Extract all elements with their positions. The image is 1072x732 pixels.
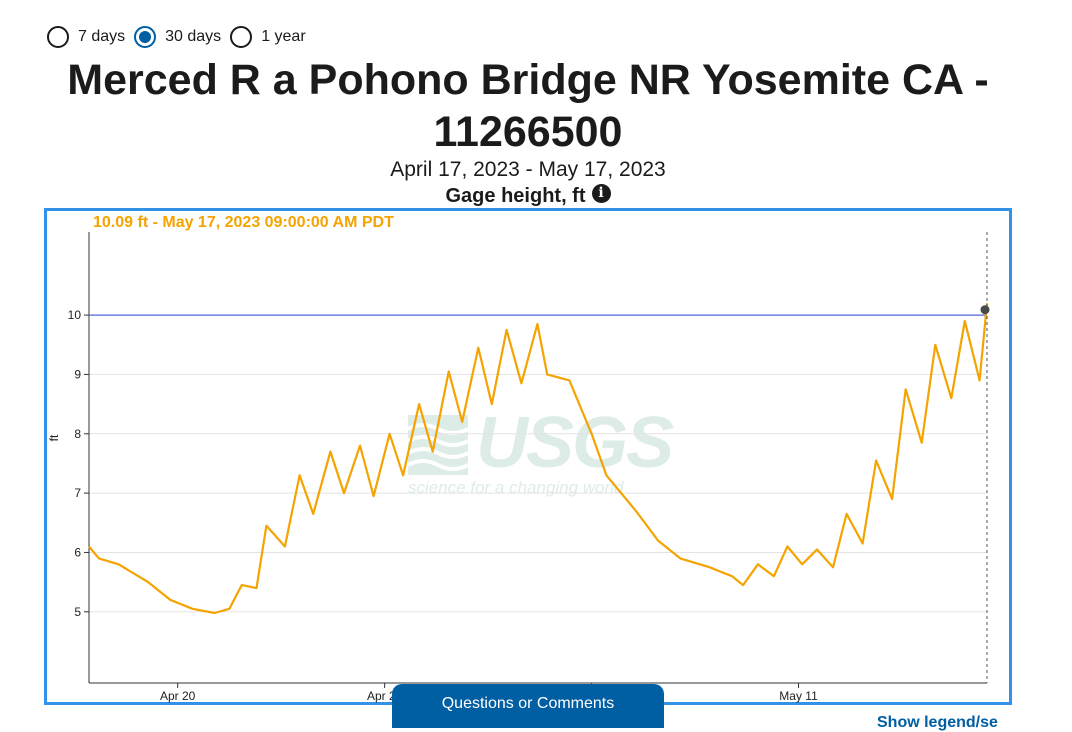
period-30-days-option[interactable]: 30 days	[134, 26, 221, 48]
watermark-logo-text: USGS	[476, 403, 674, 483]
y-tick-label: 10	[68, 308, 82, 322]
y-tick-label: 6	[74, 545, 81, 559]
period-7-days-radio[interactable]	[47, 26, 69, 48]
chart-frame[interactable]	[44, 208, 1012, 705]
watermark-tagline: science for a changing world	[408, 478, 624, 497]
questions-comments-button[interactable]: Questions or Comments	[392, 684, 664, 728]
show-legend-link[interactable]: Show legend/se	[877, 714, 998, 731]
y-axis-label: ft	[47, 434, 61, 441]
x-tick-label: May 11	[779, 689, 818, 703]
hover-point	[980, 305, 990, 315]
period-1-year-radio[interactable]	[230, 26, 253, 48]
period-30-days-radio[interactable]	[134, 26, 157, 48]
period-7-days-option[interactable]: 7 days	[47, 26, 125, 48]
period-1-year-label: 1 year	[261, 28, 306, 45]
x-tick-label: Apr 20	[160, 689, 196, 703]
hover-readout: 10.09 ft - May 17, 2023 09:00:00 AM PDT	[93, 214, 394, 231]
period-selector: 7 days 30 days 1 year	[47, 25, 315, 49]
period-1-year-option[interactable]: 1 year	[230, 26, 306, 48]
parameter-row: Gage height, ft i	[0, 184, 1056, 208]
info-icon[interactable]: i	[591, 184, 611, 203]
period-7-days-label: 7 days	[78, 28, 126, 45]
page-title: Merced R a Pohono Bridge NR Yosemite CA …	[67, 56, 989, 156]
period-30-days-label: 30 days	[165, 28, 222, 45]
series-line	[88, 303, 989, 615]
y-tick-label: 7	[74, 486, 81, 500]
y-tick-label: 9	[74, 367, 81, 381]
y-tick-label: 5	[74, 605, 81, 619]
y-tick-label: 8	[74, 427, 81, 441]
usgs-watermark: USGS science for a changing world	[408, 403, 674, 502]
date-range: April 17, 2023 - May 17, 2023	[390, 158, 666, 181]
parameter-label: Gage height, ft	[445, 185, 586, 207]
